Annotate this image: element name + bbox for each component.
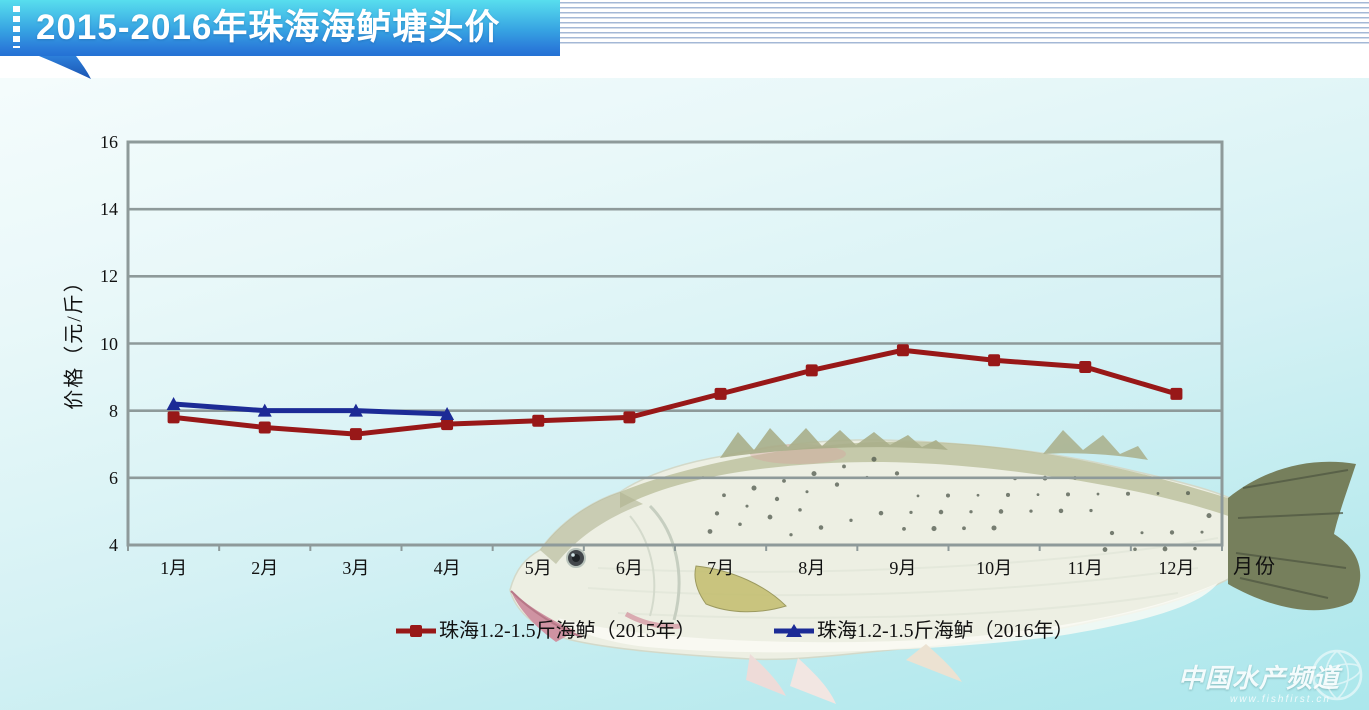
legend-item: 珠海1.2-1.5斤海鲈（2016年） — [774, 620, 1074, 642]
y-tick-label: 14 — [100, 199, 118, 220]
x-tick-label: 12月 — [1158, 558, 1195, 578]
watermark-url: www.fishfirst.cn — [1230, 694, 1331, 705]
x-axis-title: 月份 — [1233, 556, 1277, 578]
x-tick-label: 5月 — [524, 558, 552, 578]
watermark: 中国水产频道 www.fishfirst.cn — [1178, 649, 1369, 705]
x-tick-label: 10月 — [976, 558, 1013, 578]
y-tick-label: 10 — [100, 333, 118, 354]
fish-tail — [1228, 461, 1361, 611]
x-tick-label: 6月 — [615, 558, 643, 578]
y-tick-label: 4 — [109, 535, 118, 555]
legend-item: 珠海1.2-1.5斤海鲈（2015年） — [396, 620, 696, 642]
pinstripe-lines — [556, 2, 1369, 47]
x-tick-label: 9月 — [889, 558, 917, 578]
legend-label: 珠海1.2-1.5斤海鲈（2015年） — [439, 620, 696, 642]
x-tick-label: 11月 — [1067, 558, 1103, 578]
title-banner: 2015-2016年珠海海鲈塘头价 — [0, 0, 560, 56]
legend-marker-square — [396, 625, 436, 637]
banner-tail — [39, 56, 91, 79]
page-title: 2015-2016年珠海海鲈塘头价 — [36, 8, 501, 47]
x-tick-label: 3月 — [342, 558, 370, 578]
fish-pectoral-fin — [694, 565, 787, 613]
x-tick-label: 2月 — [251, 558, 279, 578]
y-tick-label: 16 — [100, 132, 118, 152]
x-tick-label: 8月 — [798, 558, 826, 578]
x-tick-label: 4月 — [433, 558, 461, 578]
x-tick-label: 1月 — [160, 558, 188, 578]
legend-label: 珠海1.2-1.5斤海鲈（2016年） — [817, 620, 1074, 642]
x-tick-label: 7月 — [707, 558, 735, 578]
y-tick-label: 8 — [109, 400, 118, 421]
dashed-accent — [13, 6, 20, 48]
y-tick-label: 6 — [109, 467, 118, 488]
legend-marker-triangle — [774, 624, 814, 637]
y-tick-label: 12 — [100, 266, 118, 287]
globe-icon — [1311, 649, 1363, 701]
header: 2015-2016年珠海海鲈塘头价 — [0, 0, 1369, 79]
